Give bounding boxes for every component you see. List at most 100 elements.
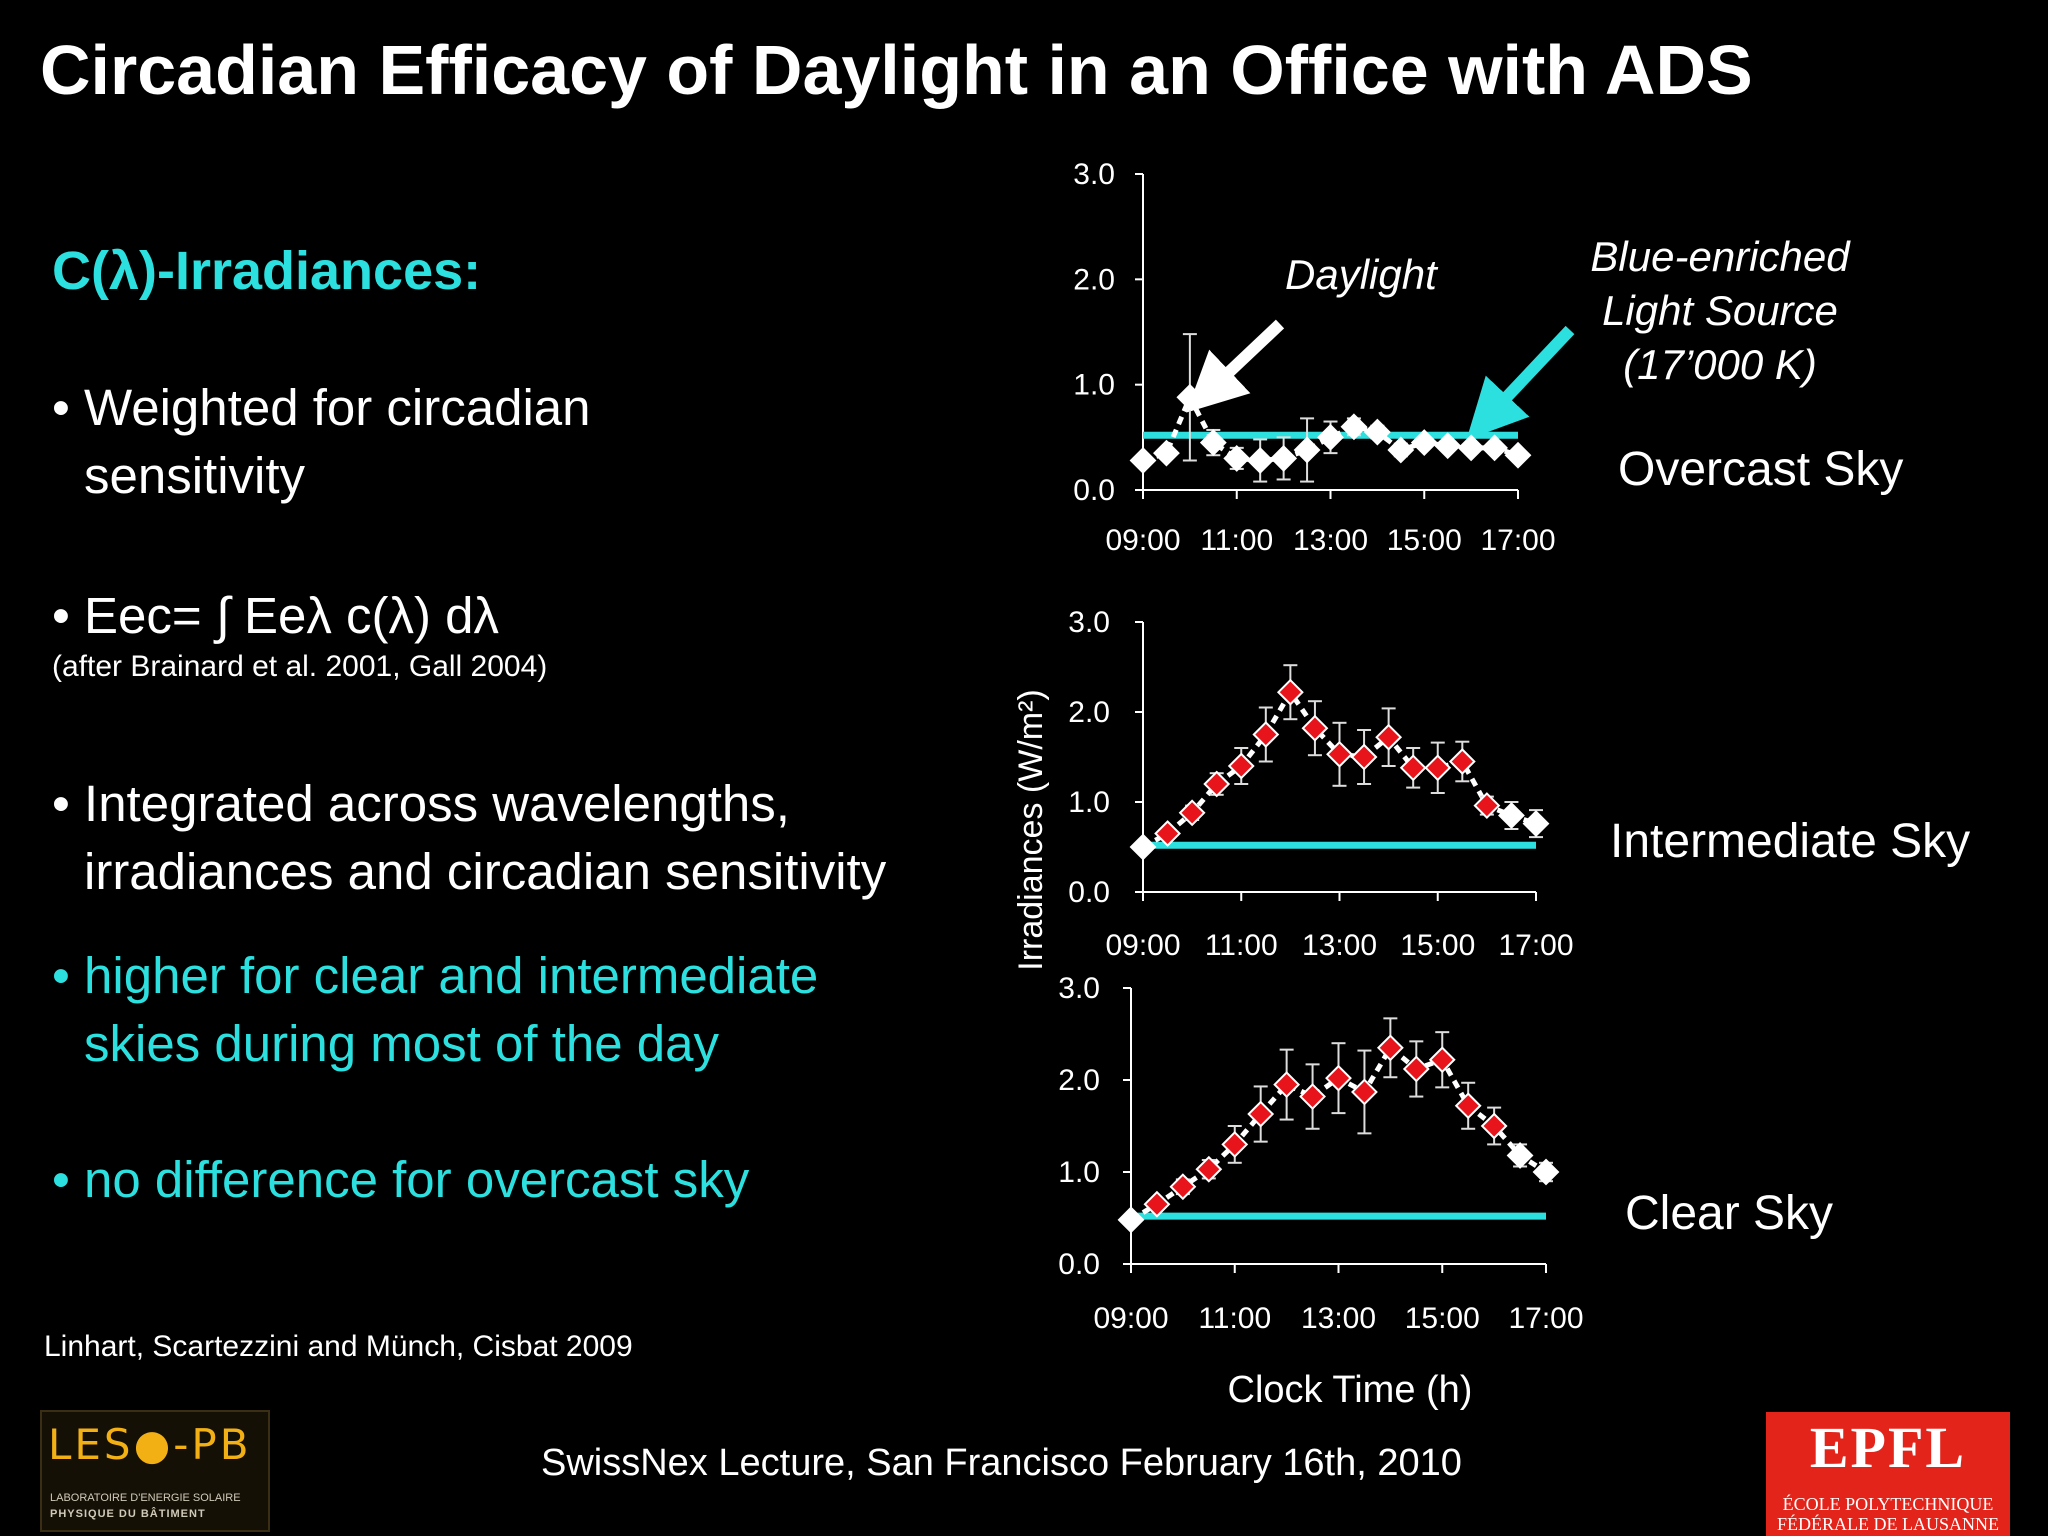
chart1-data-point xyxy=(1387,436,1415,464)
chart1-y-tick-label: 3.0 xyxy=(1073,158,1115,191)
chart1-y-tick-label: 2.0 xyxy=(1073,263,1115,296)
chart1-data-point xyxy=(1340,413,1368,441)
chart2-data-point xyxy=(1178,799,1206,827)
chart2-x-tick-label: 13:00 xyxy=(1302,929,1377,962)
chart3-data-point xyxy=(1117,1206,1145,1234)
chart3-data-point xyxy=(1299,1083,1326,1110)
chart1-x-tick-label: 15:00 xyxy=(1387,524,1462,557)
chart2-x-tick-label: 17:00 xyxy=(1498,929,1573,962)
chart3-data-point xyxy=(1169,1173,1197,1201)
chart1-data-point xyxy=(1293,436,1321,464)
intermediate-sky-label: Intermediate Sky xyxy=(1610,815,1971,868)
chart1-data-point xyxy=(1223,444,1251,472)
y-axis-label: Irradiances (W/m²) xyxy=(1012,689,1050,970)
chart2-x-tick-label: 15:00 xyxy=(1400,929,1475,962)
chart2-y-tick-label: 2.0 xyxy=(1068,696,1110,729)
epfl-line-2: FÉDÉRALE DE LAUSANNE xyxy=(1777,1514,1999,1534)
chart2-y-tick-label: 3.0 xyxy=(1068,606,1110,639)
chart3-data-point xyxy=(1351,1078,1378,1106)
chart3-data-point xyxy=(1195,1155,1223,1183)
chart1-data-point xyxy=(1363,418,1391,446)
chart1-data-point xyxy=(1153,439,1180,467)
chart2-y-tick-label: 0.0 xyxy=(1068,876,1110,909)
chart3-data-point xyxy=(1480,1112,1508,1140)
chart3-data-point xyxy=(1273,1071,1301,1099)
chart1-data-point xyxy=(1410,429,1438,457)
leso-subtitle-2: PHYSIQUE DU BÂTIMENT xyxy=(50,1508,206,1520)
chart2-data-point xyxy=(1473,792,1501,820)
epfl-logo: EPFL ÉCOLE POLYTECHNIQUE FÉDÉRALE DE LAU… xyxy=(1766,1412,2010,1536)
chart2-data-point xyxy=(1350,743,1378,771)
chart2-data-point xyxy=(1301,714,1329,742)
chart1-data-point xyxy=(1434,432,1462,460)
chart3-x-tick-label: 15:00 xyxy=(1405,1302,1480,1335)
daylight-annotation: Daylight xyxy=(1285,251,1437,298)
chart2-data-point xyxy=(1399,754,1427,782)
leso-wordmark: LES●-PB xyxy=(48,1420,252,1469)
chart3-data-point xyxy=(1506,1142,1534,1169)
chart1-x-tick-label: 13:00 xyxy=(1293,524,1368,557)
chart2-x-tick-label: 11:00 xyxy=(1205,929,1278,962)
bullet-integrated-line1: • Integrated across wavelengths, xyxy=(52,775,790,832)
epfl-line-1: ÉCOLE POLYTECHNIQUE xyxy=(1782,1494,1994,1514)
chart3-data-point xyxy=(1325,1064,1352,1092)
chart2-data-point xyxy=(1522,810,1550,838)
chart3-data-point xyxy=(1428,1046,1456,1074)
chart3-y-tick-label: 1.0 xyxy=(1058,1156,1100,1189)
chart2-data-point xyxy=(1424,754,1452,782)
overcast-sky-label: Overcast Sky xyxy=(1618,443,1904,496)
chart2-data-point xyxy=(1326,740,1353,768)
chart3-x-tick-label: 09:00 xyxy=(1093,1302,1168,1335)
chart3-y-tick-label: 3.0 xyxy=(1058,972,1100,1005)
bullet-integrated-line2: irradiances and circadian sensitivity xyxy=(84,843,887,900)
chart1-data-point xyxy=(1176,383,1204,411)
chart3-data-point xyxy=(1143,1190,1171,1218)
chart2-data-point xyxy=(1154,820,1181,847)
chart3-y-tick-label: 2.0 xyxy=(1058,1064,1100,1097)
light-source-arrow xyxy=(1466,325,1575,440)
chart1-x-tick-label: 09:00 xyxy=(1105,524,1180,557)
bullet-weighted: • Weighted for circadian sensitivity xyxy=(52,374,591,510)
slide-title: Circadian Efficacy of Daylight in an Off… xyxy=(40,31,1753,109)
bullet-higher: • higher for clear and intermediate skie… xyxy=(52,942,818,1078)
chart2-data-point xyxy=(1276,678,1304,706)
chart2-y-tick-label: 1.0 xyxy=(1068,786,1110,819)
light-source-annotation: Blue-enriched Light Source (17’000 K) xyxy=(1560,230,1880,392)
chart3-data-point xyxy=(1532,1158,1560,1186)
chart2-data-point xyxy=(1252,721,1280,748)
chart3-data-point xyxy=(1247,1100,1275,1128)
light-source-line3: (17’000 K) xyxy=(1623,341,1817,388)
chart1-data-point xyxy=(1457,434,1485,462)
irradiances-heading: C(λ)-Irradiances: xyxy=(52,241,482,301)
bullet-formula: • Eec= ∫ Eeλ c(λ) dλ xyxy=(52,587,500,644)
chart3-data-point xyxy=(1376,1034,1404,1062)
chart1-y-tick-label: 0.0 xyxy=(1073,474,1115,507)
chart1-x-tick-label: 11:00 xyxy=(1200,524,1273,557)
chart1-y-tick-label: 1.0 xyxy=(1073,369,1115,402)
chart1-data-point xyxy=(1199,429,1227,457)
bullet-higher-line2: skies during most of the day xyxy=(84,1015,719,1072)
formula-citation: (after Brainard et al. 2001, Gall 2004) xyxy=(52,650,548,683)
leso-subtitle-1: LABORATOIRE D'ENERGIE SOLAIRE xyxy=(50,1492,241,1504)
reference-citation: Linhart, Scartezzini and Münch, Cisbat 2… xyxy=(44,1330,633,1363)
chart1-data-point xyxy=(1270,444,1298,472)
chart1-x-tick-label: 17:00 xyxy=(1480,524,1555,557)
chart3-data-point xyxy=(1221,1130,1249,1158)
chart3-x-tick-label: 17:00 xyxy=(1508,1302,1583,1335)
chart3-data-point xyxy=(1402,1055,1430,1083)
chart3-x-tick-label: 13:00 xyxy=(1301,1302,1376,1335)
chart3-data-point xyxy=(1454,1092,1482,1120)
epfl-wordmark: EPFL xyxy=(1809,1415,1967,1480)
chart2-data-point xyxy=(1129,833,1157,861)
chart2-data-point xyxy=(1375,723,1403,751)
footer-lecture: SwissNex Lecture, San Francisco February… xyxy=(541,1442,1462,1484)
clear-sky-label: Clear Sky xyxy=(1625,1187,1834,1240)
chart2-data-point xyxy=(1448,748,1476,775)
chart1-data-point xyxy=(1504,441,1532,469)
bullet-higher-line1: • higher for clear and intermediate xyxy=(52,947,819,1004)
light-source-line2: Light Source xyxy=(1602,287,1838,334)
daylight-arrow xyxy=(1186,319,1285,413)
chart2-data-point xyxy=(1203,770,1231,798)
chart1-data-point xyxy=(1246,447,1274,474)
